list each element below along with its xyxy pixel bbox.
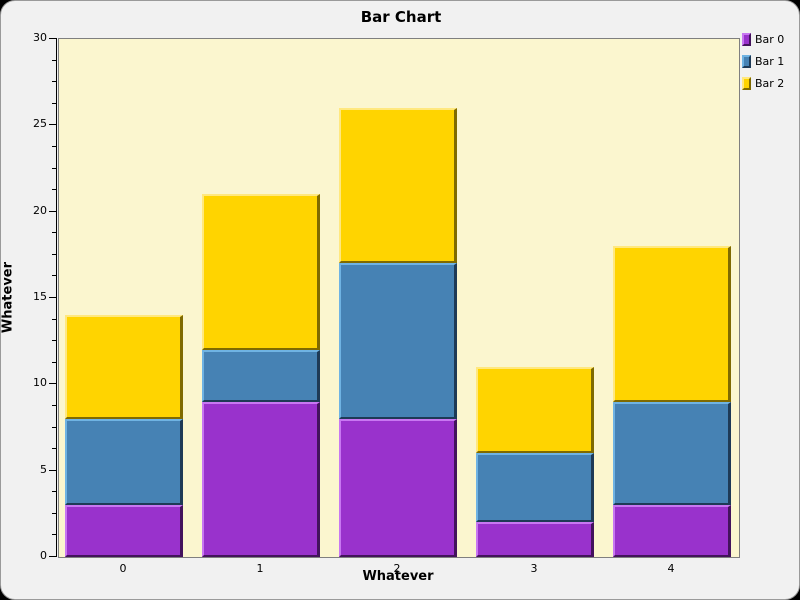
bar-group	[65, 315, 183, 557]
plot-area	[58, 38, 740, 558]
y-major-tick	[49, 124, 56, 125]
bar-group	[339, 108, 457, 557]
y-minor-tick	[52, 534, 56, 535]
x-category-label: 2	[393, 562, 401, 575]
bar-segment-bar-1	[613, 402, 731, 505]
y-tick-label: 10	[33, 376, 47, 389]
y-minor-tick	[52, 103, 56, 104]
y-major-tick	[49, 556, 56, 557]
y-minor-tick	[52, 427, 56, 428]
bar-segment-bar-0	[613, 505, 731, 557]
bar-segment-bar-1	[202, 350, 320, 402]
legend-label: Bar 1	[755, 55, 785, 68]
bar-segment-bar-2	[202, 194, 320, 350]
legend-label: Bar 2	[755, 77, 785, 90]
bar-segment-bar-1	[476, 453, 594, 522]
y-major-tick	[49, 470, 56, 471]
y-tick-label: 20	[33, 204, 47, 217]
y-minor-tick	[52, 340, 56, 341]
legend-item: Bar 0	[742, 32, 784, 47]
bar-group	[613, 246, 731, 557]
y-minor-tick	[52, 146, 56, 147]
bar-segment-bar-0	[339, 419, 457, 557]
bar-segment-bar-2	[339, 108, 457, 263]
x-category-label: 0	[119, 562, 127, 575]
y-tick-label: 0	[40, 549, 47, 562]
bar-segment-bar-2	[476, 367, 594, 453]
y-minor-tick	[52, 491, 56, 492]
x-axis-title: Whatever	[362, 569, 434, 584]
chart-title: Bar Chart	[360, 8, 442, 26]
y-minor-tick	[52, 189, 56, 190]
y-minor-tick	[52, 275, 56, 276]
legend-item: Bar 1	[742, 54, 784, 69]
legend-item: Bar 2	[742, 76, 784, 91]
legend-swatch-bar-2	[742, 77, 751, 90]
legend: Bar 0 Bar 1 Bar 2	[742, 32, 784, 98]
y-minor-tick	[52, 362, 56, 363]
y-axis-line	[56, 38, 57, 557]
x-category-label: 1	[256, 562, 264, 575]
y-major-tick	[49, 211, 56, 212]
y-minor-tick	[52, 60, 56, 61]
bar-group	[476, 367, 594, 557]
x-category-label: 4	[667, 562, 675, 575]
bar-segment-bar-2	[613, 246, 731, 402]
y-major-tick	[49, 297, 56, 298]
y-tick-label: 15	[33, 290, 47, 303]
y-major-tick	[49, 38, 56, 39]
bar-group	[202, 194, 320, 557]
y-minor-tick	[52, 319, 56, 320]
y-tick-label: 30	[33, 31, 47, 44]
y-minor-tick	[52, 448, 56, 449]
x-category-label: 3	[530, 562, 538, 575]
y-minor-tick	[52, 168, 56, 169]
y-minor-tick	[52, 513, 56, 514]
y-minor-tick	[52, 254, 56, 255]
legend-label: Bar 0	[755, 33, 785, 46]
legend-swatch-bar-1	[742, 55, 751, 68]
y-minor-tick	[52, 81, 56, 82]
y-minor-tick	[52, 232, 56, 233]
bar-segment-bar-0	[476, 522, 594, 557]
y-minor-tick	[52, 405, 56, 406]
y-major-tick	[49, 383, 56, 384]
bar-segment-bar-0	[202, 402, 320, 557]
bar-segment-bar-1	[339, 263, 457, 419]
y-tick-label: 25	[33, 117, 47, 130]
y-tick-label: 5	[40, 463, 47, 476]
legend-swatch-bar-0	[742, 33, 751, 46]
bar-segment-bar-0	[65, 505, 183, 557]
bar-segment-bar-2	[65, 315, 183, 419]
bar-segment-bar-1	[65, 419, 183, 505]
